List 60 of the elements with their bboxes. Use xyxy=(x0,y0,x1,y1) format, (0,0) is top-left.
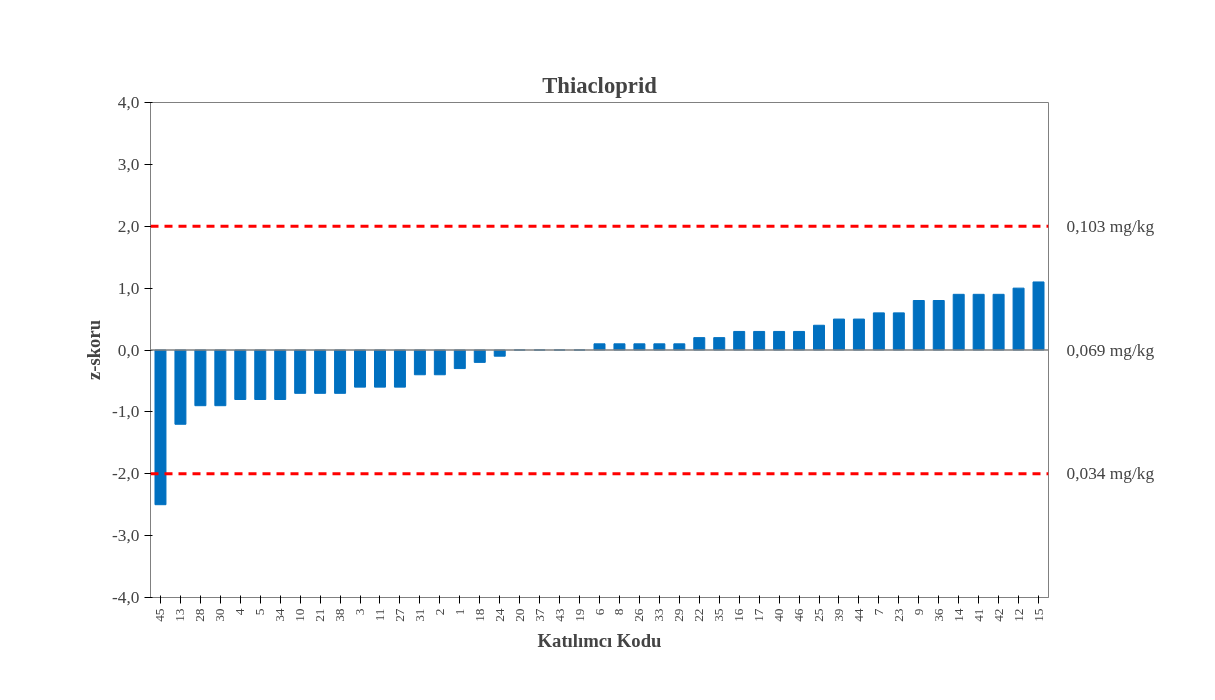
x-tick-label: 42 xyxy=(990,608,1006,622)
ref-line-label: 0,034 mg/kg xyxy=(1066,464,1155,484)
y-axis-title: z-skoru xyxy=(83,319,105,381)
x-tick-label: 37 xyxy=(531,608,547,622)
x-tick-label: 9 xyxy=(910,608,926,616)
x-tick-label: 45 xyxy=(152,608,168,622)
x-tick-label: 4 xyxy=(232,608,248,616)
x-axis-title: Katılımcı Kodu xyxy=(537,629,662,651)
x-tick-label: 19 xyxy=(571,608,587,622)
x-tick-label: 28 xyxy=(192,608,208,622)
x-tick-label: 43 xyxy=(551,608,567,622)
x-tick-label: 46 xyxy=(791,608,807,622)
x-tick-label: 2 xyxy=(431,608,447,616)
x-tick-label: 40 xyxy=(771,608,787,622)
x-tick-label: 13 xyxy=(172,608,188,622)
x-tick-label: 36 xyxy=(930,608,946,622)
x-tick-label: 29 xyxy=(671,608,687,622)
y-tick-label: -4,0 xyxy=(112,588,140,607)
x-tick-label: 11 xyxy=(371,608,387,622)
y-tick-label: 4,0 xyxy=(117,93,140,112)
y-tick-label: 0,0 xyxy=(117,340,140,360)
x-tick-label: 3 xyxy=(352,608,368,616)
y-tick-label: 2,0 xyxy=(117,216,140,236)
ref-line-label: 0,069 mg/kg xyxy=(1066,340,1155,360)
x-tick-label: 25 xyxy=(811,608,827,622)
y-tick-label: -3,0 xyxy=(112,526,140,546)
x-tick-label: 20 xyxy=(511,608,527,622)
x-tick-label: 8 xyxy=(611,608,627,616)
x-tick-label: 17 xyxy=(751,608,767,622)
x-tick-label: 34 xyxy=(272,608,288,622)
x-tick-label: 23 xyxy=(890,608,906,622)
x-tick-label: 16 xyxy=(731,608,747,622)
y-tick-label: 3,0 xyxy=(117,154,140,174)
x-tick-label: 1 xyxy=(451,608,467,616)
x-tick-label: 24 xyxy=(491,608,507,622)
x-tick-label: 30 xyxy=(212,608,228,622)
ref-line-label: 0,103 mg/kg xyxy=(1066,216,1155,236)
y-tick-label: 1,0 xyxy=(117,278,140,298)
x-tick-label: 41 xyxy=(970,608,986,622)
x-tick-label: 26 xyxy=(631,608,647,622)
x-tick-label: 6 xyxy=(591,608,607,616)
x-tick-label: 27 xyxy=(391,608,407,622)
x-tick-label: 21 xyxy=(312,608,328,622)
x-tick-label: 33 xyxy=(651,608,667,622)
x-tick-label: 12 xyxy=(1010,608,1026,622)
x-tick-label: 38 xyxy=(332,608,348,622)
chart-title: Thiacloprid xyxy=(542,72,658,98)
x-tick-label: 15 xyxy=(1030,608,1046,622)
x-tick-label: 44 xyxy=(850,608,866,622)
x-tick-label: 5 xyxy=(252,608,268,616)
x-tick-label: 14 xyxy=(950,608,966,622)
x-tick-label: 18 xyxy=(471,608,487,622)
x-tick-label: 10 xyxy=(292,608,308,622)
x-tick-label: 39 xyxy=(830,608,846,622)
x-tick-label: 31 xyxy=(411,608,427,622)
x-tick-label: 7 xyxy=(870,608,886,616)
y-tick-label: -1,0 xyxy=(112,402,140,422)
x-tick-label: 22 xyxy=(691,608,707,622)
x-tick-label: 35 xyxy=(711,608,727,622)
y-tick-label: -2,0 xyxy=(112,464,140,484)
